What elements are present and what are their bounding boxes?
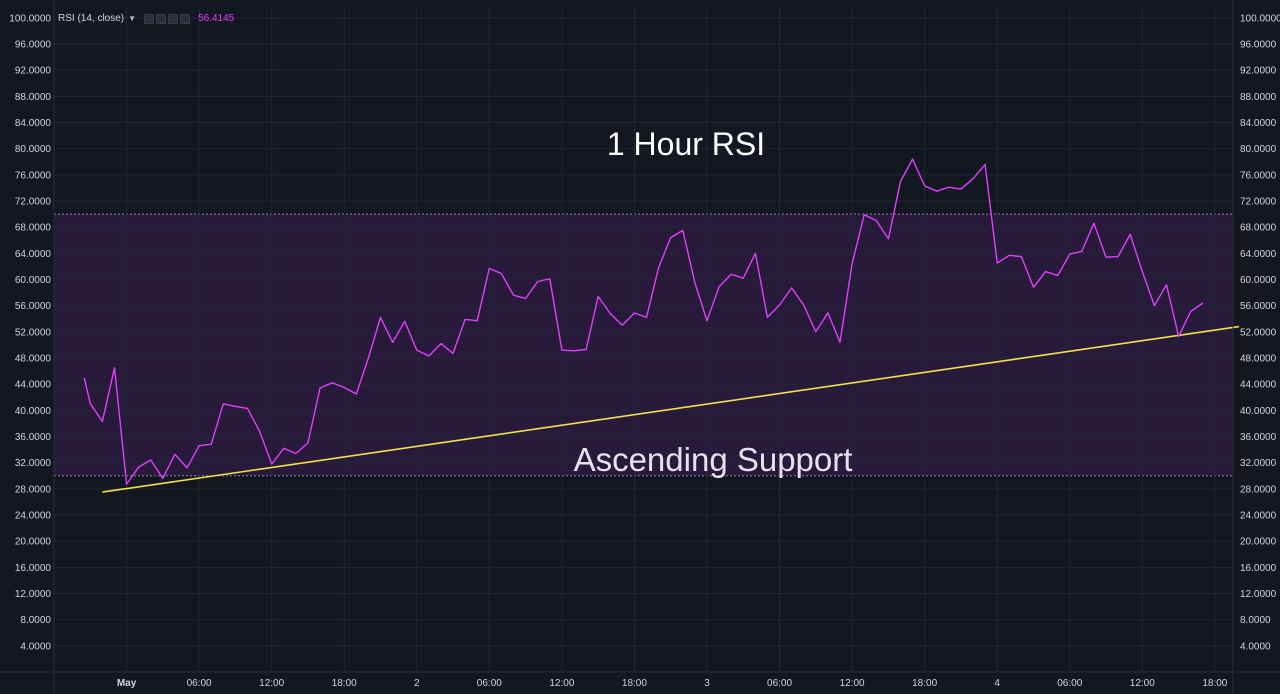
y-tick-label-left: 28.0000: [15, 484, 52, 495]
grid: [54, 8, 1233, 672]
y-tick-label-left: 40.0000: [15, 406, 52, 417]
y-tick-label-left: 36.0000: [15, 432, 52, 443]
plus-icon[interactable]: [168, 13, 179, 24]
y-tick-label-left: 80.0000: [15, 144, 52, 155]
y-tick-label-right: 12.0000: [1240, 589, 1277, 600]
rsi-series: [83, 158, 1204, 485]
y-tick-label-left: 16.0000: [15, 563, 52, 574]
y-tick-label-right: 60.0000: [1240, 275, 1277, 286]
y-tick-label-right: 16.0000: [1240, 563, 1277, 574]
y-tick-label-left: 92.0000: [15, 66, 52, 77]
y-tick-label-left: 64.0000: [15, 249, 52, 260]
x-tick-label: 18:00: [332, 678, 357, 689]
y-tick-label-left: 76.0000: [15, 170, 52, 181]
x-tick-label: 06:00: [1057, 678, 1082, 689]
rsi-band: [54, 214, 1233, 476]
y-tick-label-right: 24.0000: [1240, 510, 1277, 521]
indicator-value: 56.4145: [198, 13, 235, 24]
y-tick-label-left: 100.0000: [9, 13, 51, 24]
indicator-name[interactable]: RSI (14, close): [58, 13, 125, 24]
x-tick-label: 06:00: [187, 678, 212, 689]
ascending-support-line: [102, 325, 1240, 493]
y-tick-label-left: 12.0000: [15, 589, 52, 600]
support-trendline: [102, 325, 1240, 493]
y-tick-label-left: 20.0000: [15, 537, 52, 548]
y-tick-label-right: 76.0000: [1240, 170, 1277, 181]
y-tick-label-left: 84.0000: [15, 118, 52, 129]
chevron-down-icon[interactable]: ▼: [128, 14, 137, 23]
support-annotation: Ascending Support: [574, 441, 853, 478]
y-tick-label-right: 64.0000: [1240, 249, 1277, 260]
y-tick-label-left: 88.0000: [15, 92, 52, 103]
x-tick-label: 2: [414, 678, 420, 689]
x-tick-label: 12:00: [259, 678, 284, 689]
y-tick-label-right: 92.0000: [1240, 66, 1277, 77]
x-tick-label: 4: [994, 678, 1000, 689]
x-tick-label: 06:00: [477, 678, 502, 689]
y-tick-label-left: 48.0000: [15, 353, 52, 364]
x-tick-label: May: [117, 678, 137, 689]
y-tick-label-left: 24.0000: [15, 510, 52, 521]
y-tick-label-left: 8.0000: [20, 615, 51, 626]
y-tick-label-right: 40.0000: [1240, 406, 1277, 417]
y-tick-label-right: 56.0000: [1240, 301, 1277, 312]
x-tick-label: 12:00: [549, 678, 574, 689]
y-tick-label-right: 96.0000: [1240, 39, 1277, 50]
y-tick-label-left: 4.0000: [20, 641, 51, 652]
y-tick-label-right: 88.0000: [1240, 92, 1277, 103]
close-icon[interactable]: [180, 13, 191, 24]
x-tick-label: 18:00: [912, 678, 937, 689]
y-tick-label-right: 100.0000: [1240, 13, 1280, 24]
y-tick-label-left: 72.0000: [15, 196, 52, 207]
y-tick-label-right: 8.0000: [1240, 615, 1271, 626]
x-tick-label: 06:00: [767, 678, 792, 689]
source-icon[interactable]: [156, 13, 167, 24]
x-tick-label: 18:00: [1202, 678, 1227, 689]
rsi-line: [83, 158, 1204, 485]
x-tick-label: 3: [704, 678, 710, 689]
overbought-oversold-band: [54, 213, 1233, 477]
indicator-legend: RSI (14, close) ▼ 56.4145: [58, 13, 234, 24]
y-tick-label-left: 32.0000: [15, 458, 52, 469]
y-tick-label-right: 80.0000: [1240, 144, 1277, 155]
y-tick-label-left: 68.0000: [15, 223, 52, 234]
x-tick-label: 18:00: [622, 678, 647, 689]
x-tick-label: 12:00: [840, 678, 865, 689]
y-tick-label-right: 32.0000: [1240, 458, 1277, 469]
y-tick-label-left: 52.0000: [15, 327, 52, 338]
y-tick-label-right: 52.0000: [1240, 327, 1277, 338]
y-tick-label-right: 36.0000: [1240, 432, 1277, 443]
y-tick-label-right: 68.0000: [1240, 223, 1277, 234]
settings-icon[interactable]: [144, 13, 155, 24]
y-tick-label-right: 44.0000: [1240, 380, 1277, 391]
y-tick-label-left: 56.0000: [15, 301, 52, 312]
y-tick-label-right: 20.0000: [1240, 537, 1277, 548]
y-tick-label-left: 44.0000: [15, 380, 52, 391]
chart-title: 1 Hour RSI: [607, 126, 765, 162]
y-tick-label-right: 48.0000: [1240, 353, 1277, 364]
y-tick-label-right: 28.0000: [1240, 484, 1277, 495]
y-tick-label-left: 96.0000: [15, 39, 52, 50]
x-tick-label: 12:00: [1130, 678, 1155, 689]
y-tick-label-right: 84.0000: [1240, 118, 1277, 129]
y-tick-label-left: 60.0000: [15, 275, 52, 286]
y-tick-label-right: 4.0000: [1240, 641, 1271, 652]
y-tick-label-right: 72.0000: [1240, 196, 1277, 207]
